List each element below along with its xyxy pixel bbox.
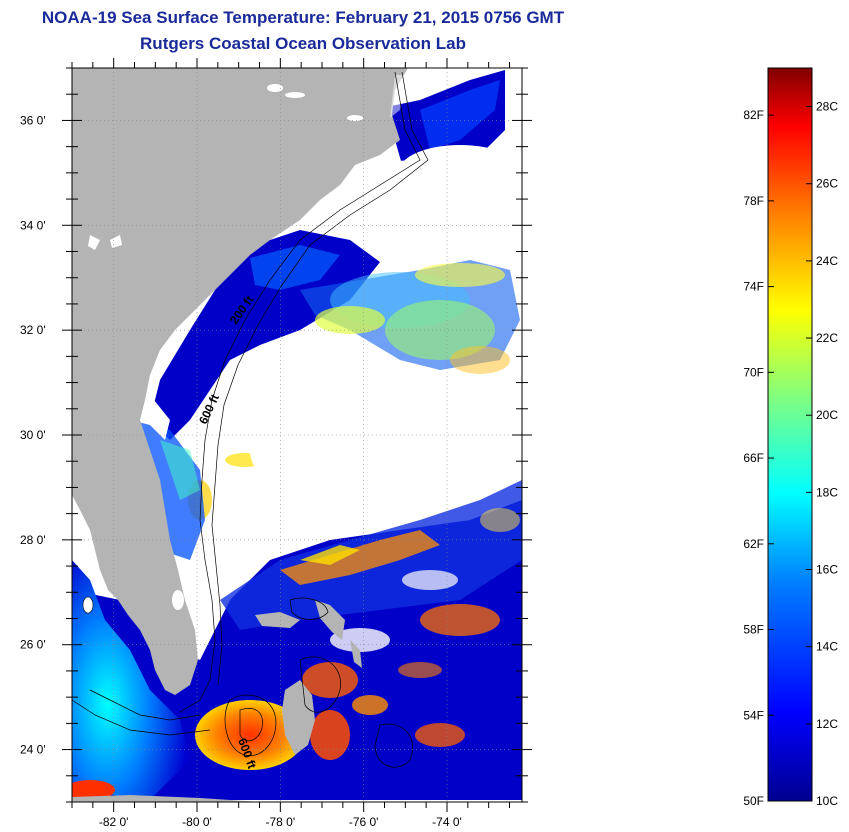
colorbar-celsius-label: 20C — [816, 408, 838, 422]
colorbar-fahrenheit-label: 78F — [743, 194, 764, 208]
colorbar-fahrenheit-label: 54F — [743, 708, 764, 722]
colorbar-fahrenheit-label: 82F — [743, 108, 764, 122]
lat-label: 36 0' — [20, 113, 46, 127]
lon-label: -76 0' — [349, 815, 379, 829]
colorbar-fahrenheit-label: 50F — [743, 794, 764, 808]
colorbar-celsius-label: 12C — [816, 717, 838, 731]
lat-label: 32 0' — [20, 323, 46, 337]
lon-label: -80 0' — [182, 815, 212, 829]
bathymetry-contours — [72, 71, 429, 768]
colorbar-celsius-label: 24C — [816, 254, 838, 268]
cuba-land — [72, 795, 260, 802]
colorbar-fahrenheit-label: 58F — [743, 623, 764, 637]
colorbar-celsius-label: 10C — [816, 794, 838, 808]
map-area: 200 ft 600 ft 600 ft — [72, 68, 522, 802]
lat-label: 30 0' — [20, 428, 46, 442]
colorbar-celsius-label: 26C — [816, 177, 838, 191]
lon-label: -74 0' — [432, 815, 462, 829]
bahamas-andros-land — [282, 680, 315, 755]
bahamas-abaco-land — [315, 600, 345, 640]
land-layer — [72, 68, 408, 802]
lon-label: -82 0' — [99, 815, 129, 829]
longitude-axis: -82 0' -80 0' -78 0' -76 0' -74 0' — [71, 58, 510, 829]
colorbar-fahrenheit-label: 74F — [743, 280, 764, 294]
colorbar-fahrenheit-label: 62F — [743, 537, 764, 551]
lat-label: 26 0' — [20, 638, 46, 652]
lon-label: -78 0' — [266, 815, 296, 829]
colorbar-celsius-label: 28C — [816, 100, 838, 114]
colorbar-fahrenheit-label: 70F — [743, 365, 764, 379]
colorbar-ticks: 28C 26C 24C 22C 20C 18C 16C 14C 12C 10C 82F 78F 74F 7… — [743, 100, 838, 808]
map-subtitle: Rutgers Coastal Ocean Observation Lab — [140, 34, 466, 53]
temperature-colorbar: 28C 26C 24C 22C 20C 18C 16C 14C 12C 10C 82F 78F 74F 7… — [743, 67, 838, 808]
colorbar-celsius-label: 14C — [816, 640, 838, 654]
colorbar-celsius-label: 22C — [816, 331, 838, 345]
map-title: NOAA-19 Sea Surface Temperature: Februar… — [41, 8, 565, 27]
colorbar-celsius-label: 16C — [816, 563, 838, 577]
sst-data-layer — [72, 70, 522, 800]
colorbar-fahrenheit-label: 66F — [743, 451, 764, 465]
us-southeast-land — [72, 68, 408, 695]
map-gridlines — [72, 68, 522, 802]
lat-label: 28 0' — [20, 533, 46, 547]
colorbar-celsius-label: 18C — [816, 485, 838, 499]
latitude-axis: 36 0' 34 0' 32 0' 30 0' 28 0' 26 0' 24 0' — [20, 67, 532, 803]
lat-label: 34 0' — [20, 218, 46, 232]
grand-bahama-land — [255, 612, 300, 628]
lat-label: 24 0' — [20, 743, 46, 757]
colorbar-gradient — [767, 67, 813, 802]
eleuthera-land — [350, 640, 362, 668]
